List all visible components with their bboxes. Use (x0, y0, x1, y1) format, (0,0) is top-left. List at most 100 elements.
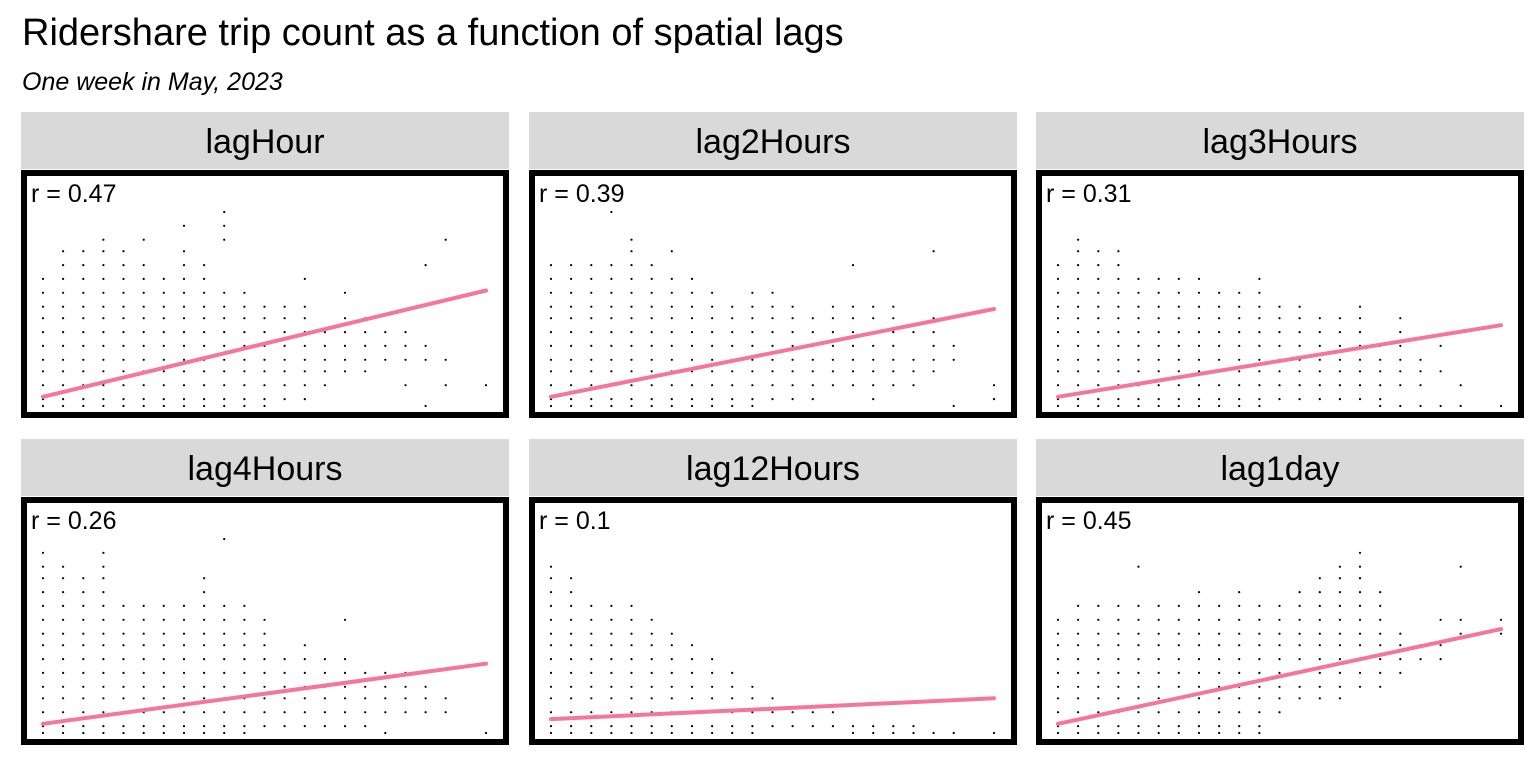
data-point (1056, 384, 1060, 387)
data-point (203, 398, 206, 401)
data-point (404, 685, 407, 688)
data-point (303, 398, 306, 401)
data-point (1137, 565, 1140, 568)
data-point (771, 370, 774, 373)
data-point (424, 344, 427, 347)
data-point (62, 331, 65, 334)
data-point (549, 632, 553, 635)
data-point (690, 291, 694, 294)
data-point (263, 317, 266, 320)
data-point (1379, 404, 1382, 408)
data-point (82, 731, 85, 735)
data-point (1056, 618, 1060, 621)
data-point (590, 305, 593, 308)
scatter-plot: r = 0.39 (529, 170, 1017, 418)
data-point (630, 711, 633, 714)
data-point (670, 344, 673, 347)
data-point (851, 264, 855, 267)
data-point (444, 358, 447, 361)
data-point (102, 404, 105, 408)
data-point (1137, 731, 1140, 735)
data-point (82, 404, 85, 408)
data-point (751, 358, 754, 361)
data-point (142, 604, 145, 607)
data-point (549, 358, 553, 361)
data-point (162, 317, 165, 320)
data-point (162, 685, 165, 688)
data-point (1197, 711, 1201, 714)
data-point (182, 711, 186, 714)
data-point (1298, 604, 1301, 607)
data-point (610, 697, 613, 700)
data-point (1419, 404, 1422, 408)
data-point (1258, 358, 1261, 361)
data-point (751, 398, 754, 401)
data-point (791, 384, 794, 387)
data-point (62, 671, 65, 674)
data-point (892, 725, 895, 728)
data-point (1258, 305, 1261, 308)
data-point (62, 358, 65, 361)
trend-line (41, 661, 488, 726)
data-point (650, 291, 653, 294)
data-point (1077, 731, 1080, 735)
data-point (932, 331, 935, 334)
data-point (1197, 731, 1201, 735)
data-point (263, 671, 266, 674)
data-point (243, 725, 246, 728)
data-point (690, 658, 694, 661)
data-point (1177, 685, 1180, 688)
data-point (670, 632, 673, 635)
panel-border (21, 170, 509, 418)
data-point (203, 591, 206, 594)
data-point (711, 398, 714, 401)
facet-strip-label: lagHour (21, 112, 509, 169)
data-point (1379, 398, 1382, 401)
data-point (223, 317, 226, 320)
data-point (484, 384, 488, 387)
data-point (182, 685, 186, 688)
data-point (82, 291, 85, 294)
data-point (1157, 671, 1160, 674)
data-point (851, 731, 855, 735)
data-points (41, 537, 488, 735)
data-point (570, 685, 573, 688)
data-point (1238, 404, 1241, 408)
data-point (610, 264, 613, 267)
data-point (731, 697, 734, 700)
data-point (670, 671, 673, 674)
data-point (1218, 671, 1221, 674)
data-point (1499, 618, 1503, 621)
data-point (1097, 644, 1100, 647)
data-point (1117, 344, 1120, 347)
data-point (162, 644, 165, 647)
data-point (162, 331, 165, 334)
data-point (1197, 685, 1201, 688)
data-point (62, 731, 65, 735)
data-point (1338, 604, 1341, 607)
data-point (1278, 685, 1281, 688)
data-point (1358, 565, 1362, 568)
data-point (243, 370, 246, 373)
data-point (41, 644, 45, 647)
panel-border (1036, 497, 1524, 745)
data-point (892, 731, 895, 735)
data-point (1077, 725, 1080, 728)
scatter-panel: r = 0.45 (1036, 497, 1524, 745)
data-point (243, 398, 246, 401)
data-point (932, 344, 935, 347)
data-point (1399, 671, 1402, 674)
data-point (182, 250, 186, 253)
data-point (303, 277, 306, 280)
data-point (223, 725, 226, 728)
data-point (791, 370, 794, 373)
data-point (791, 358, 794, 361)
data-point (570, 317, 573, 320)
data-point (912, 725, 915, 728)
data-point (364, 685, 367, 688)
facet-strip-label: lag1day (1036, 439, 1524, 496)
data-point (162, 658, 165, 661)
data-point (102, 277, 105, 280)
data-point (912, 370, 915, 373)
data-point (223, 618, 226, 621)
